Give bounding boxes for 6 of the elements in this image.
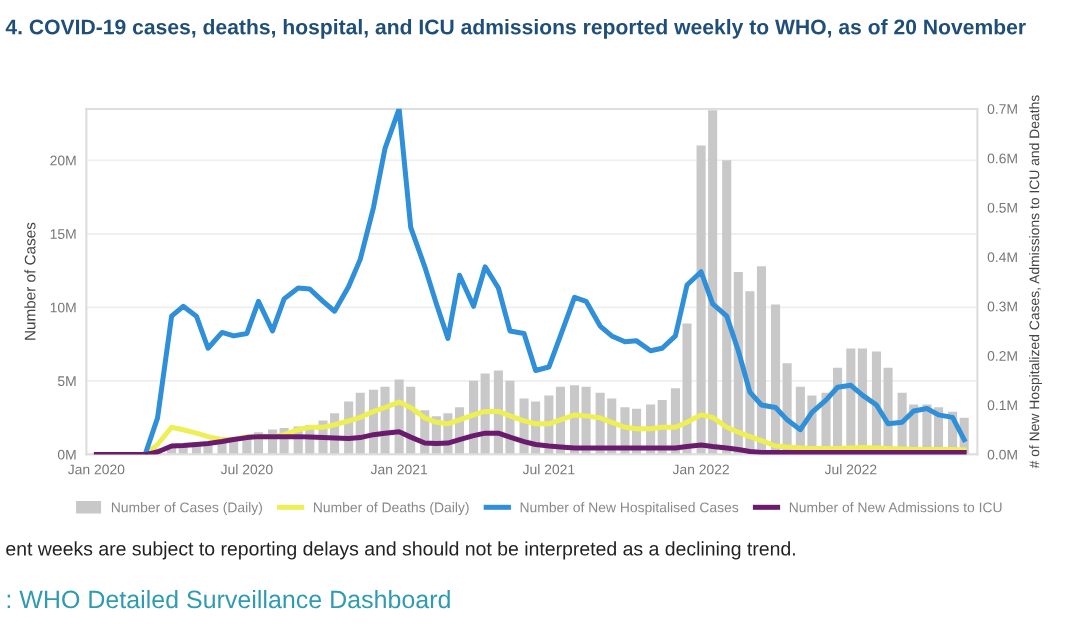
chart-title: 4. COVID-19 cases, deaths, hospital, and ICU admissions reported weekly to WHO, as of 20 November	[5, 18, 1026, 39]
line-series	[143, 399, 967, 455]
text: : WHO Detailed Surveillance Dashboard	[7, 589, 450, 609]
line-series	[93, 429, 967, 455]
line-series	[143, 108, 967, 455]
text: ent weeks are subject to reporting delays and should not be interpreted as a declining trend.	[6, 541, 795, 560]
